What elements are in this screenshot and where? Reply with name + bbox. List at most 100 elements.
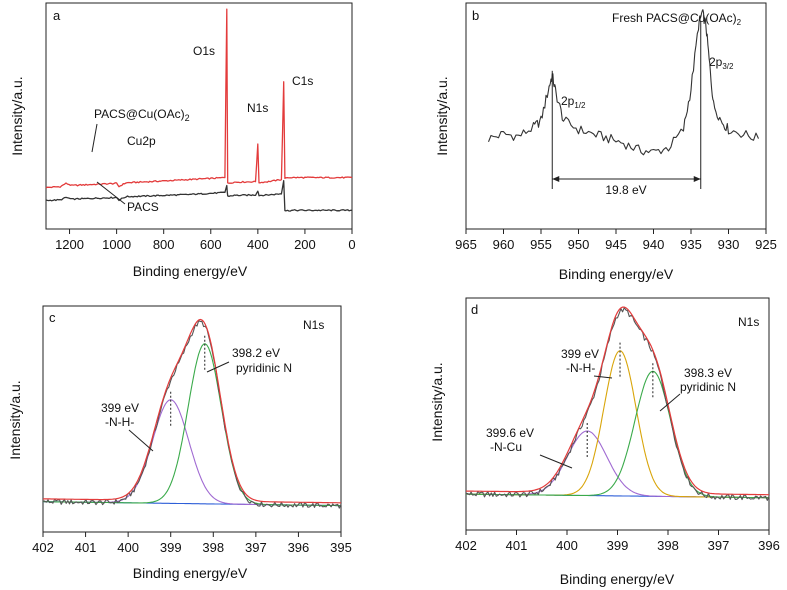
- panel-c-x-ticks: 402 401 400 399 398 397 396 395: [32, 532, 352, 555]
- d-peak3-energy: 398.3 eV: [684, 366, 732, 380]
- panel-d-xtick-label-2: 400: [556, 538, 578, 553]
- c-peak1-leader: [128, 429, 154, 452]
- panel-c-xlabel: Binding energy/eV: [133, 565, 248, 581]
- panel-d-xtick-label-6: 396: [758, 538, 780, 553]
- d-peak2-name: -N-H-: [566, 361, 595, 375]
- panel-a-xlabel: Binding energy/eV: [133, 263, 248, 279]
- panel-d-x-ticks: 402 401 400 399 398 397 396: [455, 530, 780, 553]
- panel-c-letter: c: [49, 310, 56, 325]
- panel-a-x-ticks: 1200 1000 800 600 400 200 0: [55, 229, 356, 252]
- panel-d-envelope: [466, 306, 769, 496]
- panel-b-xtick-label-1: 960: [493, 237, 515, 252]
- panel-c-xtick-label-5: 397: [245, 540, 267, 555]
- pacs-leader: [96, 181, 126, 205]
- panel-c-xtick-label-0: 402: [32, 540, 54, 555]
- d-peak1-name: -N-Cu: [490, 440, 522, 454]
- panel-a-xtick-label-5: 200: [294, 237, 316, 252]
- panel-b-xlabel: Binding energy/eV: [559, 266, 674, 282]
- panel-b-xtick-label-3: 950: [568, 237, 590, 252]
- panel-d-ylabel: Intensity/a.u.: [429, 362, 445, 441]
- panel-c-peak-1: [43, 343, 341, 507]
- panel-c-xtick-label-7: 395: [330, 540, 352, 555]
- c-peak2-energy: 398.2 eV: [232, 346, 280, 360]
- panel-a-series-1: [45, 180, 352, 212]
- pacs-cu-label: PACS@Cu(OAc)2: [94, 107, 190, 123]
- panel-d-xtick-label-4: 398: [657, 538, 679, 553]
- panel-a-frame: [45, 2, 353, 230]
- panel-b-xtick-label-0: 965: [455, 237, 477, 252]
- sep-arrow-left: [552, 176, 560, 182]
- panel-c-xtick-label-1: 401: [75, 540, 97, 555]
- panel-b-xtick-label-5: 940: [643, 237, 665, 252]
- panel-b-xtick-label-7: 930: [718, 237, 740, 252]
- o1s-label: O1s: [193, 44, 215, 58]
- panel-d-peak-2: [466, 370, 769, 499]
- panel-c-peak-0: [43, 399, 341, 507]
- panel-c-xtick-label-3: 399: [160, 540, 182, 555]
- panel-d-xtick-label-5: 397: [708, 538, 730, 553]
- panel-d: 402 401 400 399 398 397 396 d N1s 399 eV -N-H-…: [429, 297, 780, 587]
- cu2p-label: Cu2p: [127, 134, 156, 148]
- panel-c-plot: [42, 318, 342, 509]
- panel-d-plot: [465, 306, 770, 501]
- panel-b-title: Fresh PACS@Cu(OAc)2: [612, 11, 742, 27]
- panel-a-xtick-label-1: 1000: [102, 237, 131, 252]
- n1s-label: N1s: [247, 101, 268, 115]
- panel-c-envelope: [43, 318, 341, 504]
- panel-b: 965 960 955 950 945 940 935 930 925 b Fresh PACS…: [434, 2, 777, 282]
- panel-d-xlabel: Binding energy/eV: [560, 571, 675, 587]
- panel-c-frame: [42, 305, 342, 533]
- panel-d-corner-label: N1s: [738, 315, 759, 329]
- panel-b-x-ticks: 965 960 955 950 945 940 935 930 925: [455, 229, 777, 252]
- p12-label: 2p1/2: [561, 94, 586, 110]
- panel-b-xtick-label-2: 955: [530, 237, 552, 252]
- panel-b-plot: [487, 9, 760, 156]
- panel-b-xtick-label-6: 935: [680, 237, 702, 252]
- panel-c-corner-label: N1s: [303, 318, 324, 332]
- panel-c-raw: [42, 320, 342, 509]
- panel-a-plot: [45, 8, 353, 212]
- panel-c-ylabel: Intensity/a.u.: [7, 380, 23, 459]
- panel-a-xtick-label-2: 800: [153, 237, 175, 252]
- c-peak2-leader: [206, 361, 230, 373]
- panel-a-xtick-label-4: 400: [247, 237, 269, 252]
- panel-b-xtick-label-4: 945: [605, 237, 627, 252]
- panel-d-xtick-label-0: 402: [455, 538, 477, 553]
- panel-a-xtick-label-0: 1200: [55, 237, 84, 252]
- panel-b-letter: b: [472, 8, 479, 23]
- panel-b-ylabel: Intensity/a.u.: [434, 76, 450, 155]
- c-peak1-energy: 399 eV: [101, 401, 139, 415]
- d-peak3-name: pyridinic N: [680, 380, 736, 394]
- d-peak1-leader: [539, 454, 573, 469]
- panel-d-xtick-label-3: 399: [607, 538, 629, 553]
- panel-a-ylabel: Intensity/a.u.: [9, 76, 25, 155]
- panel-a-xtick-label-6: 0: [348, 237, 355, 252]
- separation-label: 19.8 eV: [605, 183, 646, 197]
- c1s-label: C1s: [292, 74, 313, 88]
- c-peak1-name: -N-H-: [105, 415, 134, 429]
- d-peak3-leader: [659, 393, 681, 412]
- separation-marker: [551, 21, 702, 189]
- panel-c: 402 401 400 399 398 397 396 395 c N1s 398.2 eV …: [7, 305, 352, 581]
- c-peak2-name: pyridinic N: [236, 361, 292, 375]
- p32-label: 2p3/2: [709, 55, 734, 71]
- panel-c-xtick-label-4: 398: [202, 540, 224, 555]
- panel-b-xtick-label-8: 925: [755, 237, 777, 252]
- panel-d-xtick-label-1: 401: [506, 538, 528, 553]
- panel-b-series-0: [487, 9, 760, 156]
- panel-a: 1200 1000 800 600 400 200 0 a O1s N1s C1s Cu2p…: [9, 2, 356, 279]
- d-peak2-energy: 399 eV: [561, 347, 599, 361]
- panel-d-letter: d: [471, 302, 478, 317]
- panel-a-xtick-label-3: 600: [200, 237, 222, 252]
- panel-d-raw: [465, 307, 770, 501]
- panel-c-xtick-label-6: 396: [288, 540, 310, 555]
- pacs-cu-leader: [91, 123, 98, 153]
- sep-arrow-right: [693, 176, 701, 182]
- d-peak1-energy: 399.6 eV: [486, 426, 534, 440]
- panel-a-letter: a: [53, 8, 61, 23]
- panel-a-series-0: [45, 8, 353, 189]
- d-peak2-leader: [593, 375, 613, 379]
- panel-c-xtick-label-2: 400: [117, 540, 139, 555]
- pacs-label: PACS: [127, 200, 159, 214]
